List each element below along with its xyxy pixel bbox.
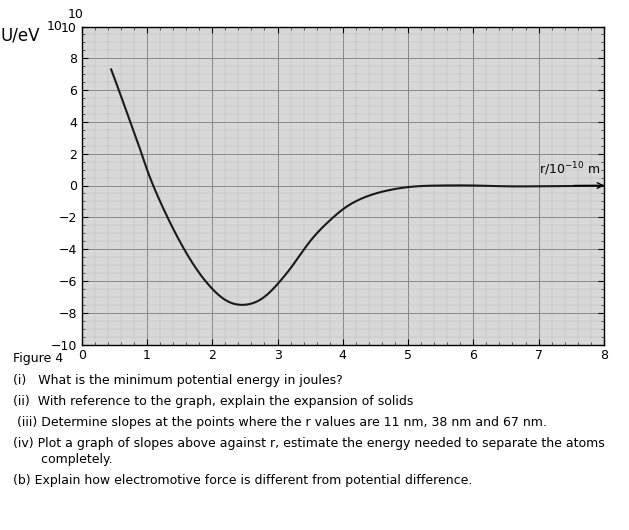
Text: (iii) Determine slopes at the points where the r values are 11 nm, 38 nm and 67 : (iii) Determine slopes at the points whe… (13, 416, 547, 429)
Text: completely.: completely. (13, 453, 112, 466)
Text: (b) Explain how electromotive force is different from potential difference.: (b) Explain how electromotive force is d… (13, 474, 472, 488)
Y-axis label: U/eV: U/eV (1, 26, 40, 45)
Text: 10: 10 (67, 8, 84, 21)
Text: Figure 4: Figure 4 (13, 352, 63, 366)
Text: (ii)  With reference to the graph, explain the expansion of solids: (ii) With reference to the graph, explai… (13, 395, 413, 408)
Text: 10: 10 (47, 20, 62, 33)
Text: (iv) Plot a graph of slopes above against r, estimate the energy needed to separ: (iv) Plot a graph of slopes above agains… (13, 437, 604, 450)
Text: (i)   What is the minimum potential energy in joules?: (i) What is the minimum potential energy… (13, 374, 342, 387)
Text: r/10$^{-10}$ m: r/10$^{-10}$ m (539, 160, 601, 178)
